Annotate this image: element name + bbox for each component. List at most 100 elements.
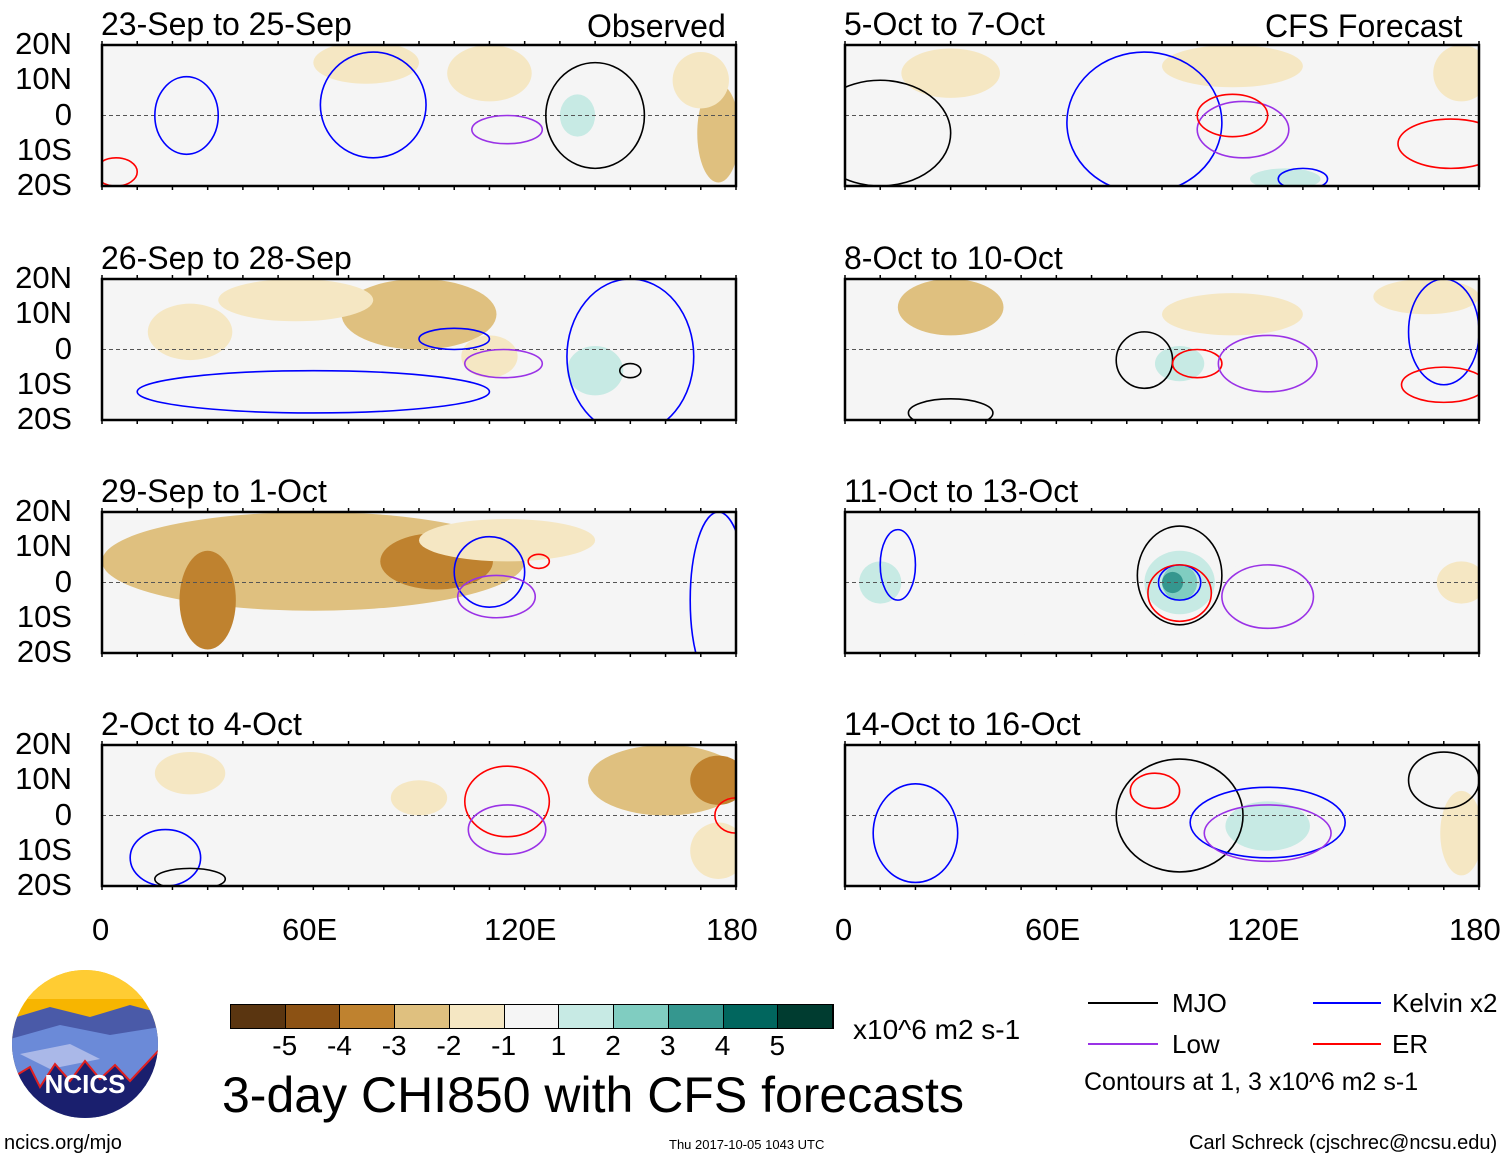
lat-label: 10N xyxy=(15,528,72,564)
lat-label: 20N xyxy=(15,726,72,761)
anomaly-shading xyxy=(672,52,729,109)
kelvin-contour xyxy=(879,528,917,601)
lat-label: 20S xyxy=(16,401,72,436)
lat-label: 10S xyxy=(16,598,72,634)
figure-title: 3-day CHI850 with CFS forecasts xyxy=(222,1067,964,1123)
er-contour xyxy=(527,553,551,570)
er-contour xyxy=(1397,118,1479,170)
mjo-contour xyxy=(1115,758,1244,873)
anomaly-shading xyxy=(154,752,226,795)
mjo-contour xyxy=(618,362,642,379)
cfs-forecast-label: CFS Forecast xyxy=(1265,8,1463,44)
kelvin-contour xyxy=(418,327,491,351)
kelvin-contour xyxy=(1066,51,1223,186)
colorbar-swatch xyxy=(723,1005,779,1028)
low-line-swatch xyxy=(1088,1043,1158,1045)
kelvin-contour xyxy=(1277,167,1329,186)
anomaly-shading xyxy=(179,550,236,650)
colorbar-tick: 3 xyxy=(660,1030,676,1061)
map-panel xyxy=(100,275,738,424)
lat-label: 20S xyxy=(16,867,72,902)
low-contour xyxy=(1221,564,1315,630)
anomaly-shading xyxy=(461,335,518,378)
panel-title: 8-Oct to 10-Oct xyxy=(844,240,1063,276)
anomaly-shading xyxy=(1250,168,1321,186)
lat-label: 20S xyxy=(16,634,72,669)
lon-label: 60E xyxy=(1025,912,1081,947)
lat-label: 10N xyxy=(15,61,72,97)
lat-label: 10S xyxy=(16,831,72,867)
panel-title: 11-Oct to 13-Oct xyxy=(844,473,1079,509)
lat-label: 20N xyxy=(15,26,72,61)
kelvin-contour xyxy=(1407,279,1479,386)
colorbar-swatch xyxy=(668,1005,724,1028)
contour-note: Contours at 1, 3 x10^6 m2 s-1 xyxy=(1084,1068,1419,1096)
colorbar-tick: 1 xyxy=(550,1030,567,1061)
kelvin-contour xyxy=(154,75,220,156)
lat-label: 0 xyxy=(54,563,72,599)
colorbar-units: x10^6 m2 s-1 xyxy=(853,1014,1021,1045)
anomaly-shading xyxy=(1440,790,1479,876)
legend-low: Low xyxy=(1172,1029,1220,1059)
lon-label: 60E xyxy=(282,912,338,947)
er-line-swatch xyxy=(1313,1043,1381,1045)
anomaly-shading xyxy=(559,94,596,137)
map-panel xyxy=(843,741,1481,890)
mjo-contour xyxy=(154,867,227,886)
colorbar xyxy=(230,1004,834,1029)
lat-label: 20N xyxy=(15,260,72,295)
anomaly-shading xyxy=(897,279,1004,336)
colorbar-tick: 4 xyxy=(714,1030,731,1061)
lat-label: 0 xyxy=(54,796,72,832)
anomaly-shading xyxy=(390,780,448,816)
low-contour xyxy=(463,348,544,379)
lat-label: 0 xyxy=(54,96,72,132)
panel-title: 5-Oct to 7-Oct xyxy=(844,6,1045,42)
kelvin-contour xyxy=(1189,786,1346,859)
panel-title: 14-Oct to 16-Oct xyxy=(844,706,1081,742)
anomaly-shading xyxy=(1162,45,1303,88)
kelvin-line-swatch xyxy=(1313,1002,1381,1004)
legend-kelvin: Kelvin x2 xyxy=(1392,988,1498,1018)
low-contour xyxy=(456,574,537,619)
anomaly-shading xyxy=(901,48,1000,98)
er-contour xyxy=(1147,564,1213,623)
observed-label: Observed xyxy=(587,8,726,44)
low-contour xyxy=(467,804,547,856)
colorbar-swatch xyxy=(559,1005,615,1028)
lat-label: 20N xyxy=(15,493,72,528)
kelvin-contour xyxy=(566,279,695,420)
anomaly-shading xyxy=(447,45,532,102)
er-contour xyxy=(463,765,551,838)
footer-url[interactable]: ncics.org/mjo xyxy=(4,1132,122,1154)
mjo-contour xyxy=(845,79,952,186)
colorbar-tick: -2 xyxy=(436,1030,462,1061)
lat-label: 10S xyxy=(16,131,72,167)
map-panel xyxy=(843,508,1481,657)
lat-label: 10S xyxy=(16,365,72,401)
anomaly-shading xyxy=(341,279,497,350)
anomaly-shading xyxy=(1162,293,1303,336)
lon-label: 180 xyxy=(706,912,758,947)
colorbar-swatch xyxy=(231,1005,286,1028)
anomaly-shading xyxy=(1214,363,1391,406)
anomaly-shading xyxy=(1154,345,1205,382)
map-panel xyxy=(100,41,738,190)
er-contour xyxy=(1129,772,1181,810)
mjo-contour xyxy=(1136,525,1223,626)
low-contour xyxy=(471,114,544,145)
map-panel xyxy=(843,275,1481,424)
kelvin-contour xyxy=(689,512,736,653)
map-panel xyxy=(100,508,738,657)
anomaly-shading xyxy=(1373,279,1479,315)
anomaly-shading xyxy=(218,279,374,322)
colorbar-tick: -5 xyxy=(272,1030,298,1061)
anomaly-shading xyxy=(697,83,736,183)
legend-mjo: MJO xyxy=(1172,988,1227,1018)
map-panel xyxy=(100,741,738,890)
mjo-contour xyxy=(1407,751,1479,810)
lon-label: 120E xyxy=(1227,912,1300,947)
lon-label: 0 xyxy=(92,912,110,947)
kelvin-contour xyxy=(319,51,427,159)
